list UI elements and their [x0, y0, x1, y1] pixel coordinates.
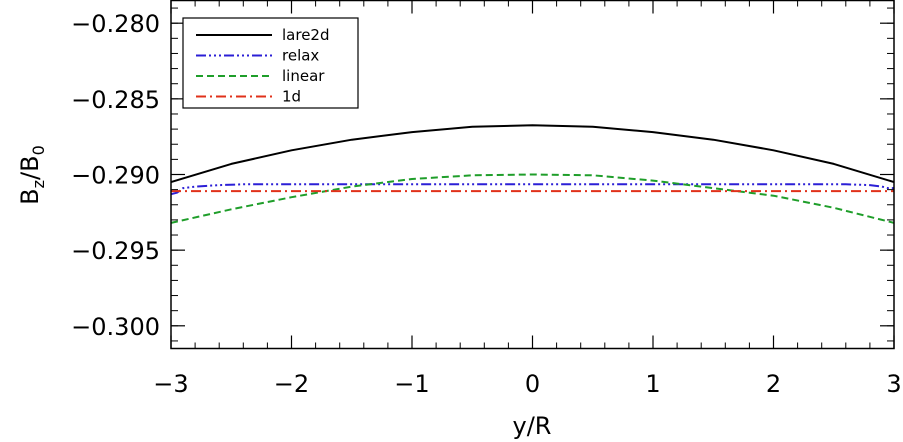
legend-label-relax: relax [282, 47, 319, 65]
ticks-layer [170, 0, 895, 349]
legend-items: lare2d relax linear 1d [196, 26, 330, 106]
y-tick-label-0: −0.300 [71, 313, 160, 341]
series-line-linear [170, 173, 895, 224]
series-line-lare2d [170, 124, 895, 184]
legend: lare2d relax linear 1d [182, 17, 359, 109]
y-axis-label-base: B [16, 188, 44, 204]
x-tick-label-6: 3 [886, 370, 901, 398]
x-tick-label-2: −1 [394, 370, 429, 398]
legend-label-linear: linear [282, 67, 325, 85]
labels-layer: −3 −2 −1 0 1 2 3 −0.300 −0.295 −0.290 −0.285 −0.280 [71, 10, 901, 398]
legend-label-lare2d: lare2d [282, 26, 330, 44]
series-line-relax [170, 183, 894, 196]
x-tick-label-5: 2 [766, 370, 781, 398]
y-tick-label-4: −0.280 [71, 10, 160, 38]
x-tick-label-4: 1 [645, 370, 660, 398]
y-tick-label-3: −0.285 [71, 86, 160, 114]
y-axis-label: Bz/B0 [16, 145, 48, 205]
y-axis-label-sep: /B [16, 155, 44, 180]
y-tick-label-2: −0.290 [71, 162, 160, 190]
y-axis-label-sub1: z [29, 180, 48, 188]
legend-label-1d: 1d [282, 88, 301, 106]
x-tick-label-0: −3 [153, 370, 188, 398]
series-layer [170, 124, 895, 224]
x-tick-label-1: −2 [274, 370, 309, 398]
x-axis-label: y/R [513, 412, 552, 440]
y-tick-label-1: −0.295 [71, 237, 160, 265]
y-axis-label-sub2: 0 [29, 145, 48, 155]
x-tick-label-3: 0 [525, 370, 540, 398]
legend-box [182, 17, 359, 109]
